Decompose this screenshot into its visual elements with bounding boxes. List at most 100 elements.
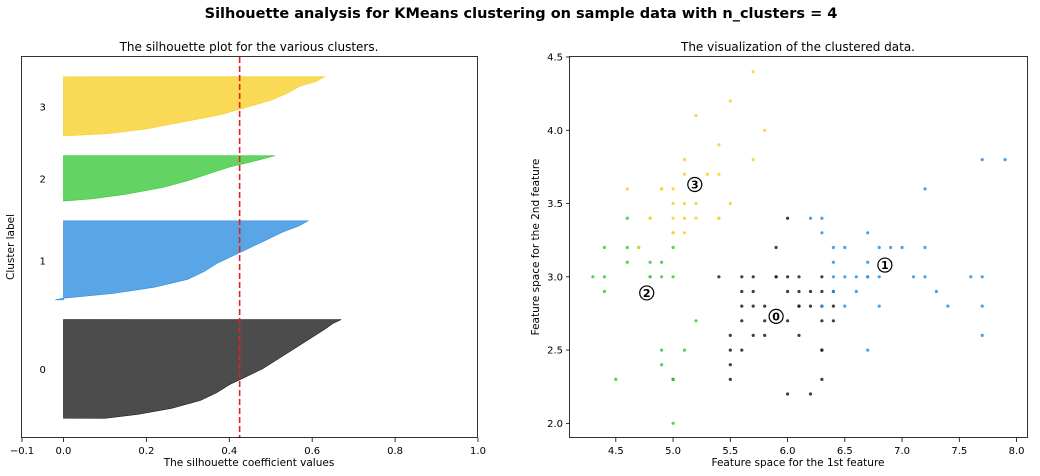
data-point-cluster-2 bbox=[602, 245, 607, 250]
data-point-cluster-1 bbox=[843, 245, 847, 250]
data-point-cluster-3 bbox=[671, 201, 675, 206]
data-point-cluster-0 bbox=[763, 304, 767, 308]
data-point-cluster-1 bbox=[820, 304, 824, 308]
data-point-cluster-0 bbox=[797, 333, 801, 337]
cluster-label-1: 1 bbox=[40, 256, 46, 267]
y-tick-label: 2.5 bbox=[547, 346, 563, 357]
data-point-cluster-0 bbox=[820, 289, 824, 294]
center-marker bbox=[639, 285, 655, 301]
data-point-cluster-2 bbox=[671, 421, 675, 425]
scatter-plot-frame bbox=[569, 56, 1028, 438]
data-point-cluster-1 bbox=[808, 216, 813, 220]
data-point-cluster-2 bbox=[591, 275, 595, 279]
scatter-points bbox=[591, 70, 1007, 425]
cluster-center-0: 0 bbox=[768, 308, 784, 324]
scatter-x-axis: 4.5 5.0 5.5 6.0 6.5 7.0 7.5 8.0 bbox=[608, 438, 1025, 457]
data-point-cluster-1 bbox=[843, 304, 847, 308]
x-tick-label: 0.4 bbox=[221, 446, 237, 457]
data-point-cluster-0 bbox=[728, 333, 732, 337]
data-point-cluster-3 bbox=[660, 187, 664, 191]
x-tick-label: 0.0 bbox=[56, 446, 72, 457]
data-point-cluster-0 bbox=[751, 333, 755, 337]
data-point-cluster-0 bbox=[774, 245, 778, 250]
data-point-cluster-3 bbox=[751, 70, 755, 74]
data-point-cluster-1 bbox=[923, 245, 927, 250]
x-tick-label: 8.0 bbox=[1009, 446, 1025, 457]
data-point-cluster-0 bbox=[808, 392, 813, 396]
data-point-cluster-1 bbox=[820, 216, 824, 220]
data-point-cluster-3 bbox=[671, 231, 675, 235]
data-point-cluster-2 bbox=[614, 377, 618, 381]
data-point-cluster-0 bbox=[797, 304, 801, 308]
y-tick-label: 3.5 bbox=[547, 199, 563, 210]
x-tick-label: 5.5 bbox=[722, 446, 738, 457]
center-marker bbox=[768, 308, 784, 324]
cluster-center-1: 1 bbox=[877, 257, 893, 273]
figure-suptitle: Silhouette analysis for KMeans clusterin… bbox=[205, 6, 838, 22]
data-point-cluster-3 bbox=[682, 158, 687, 162]
cluster-scatter-plot: The visualization of the clustered data.… bbox=[530, 40, 1028, 469]
data-point-cluster-1 bbox=[831, 275, 836, 279]
data-point-cluster-0 bbox=[740, 348, 744, 352]
data-point-cluster-1 bbox=[980, 275, 984, 279]
cluster-label-0: 0 bbox=[40, 365, 46, 376]
data-point-cluster-3 bbox=[648, 216, 652, 220]
data-point-cluster-0 bbox=[808, 304, 813, 308]
data-point-cluster-2 bbox=[660, 363, 664, 367]
data-point-cluster-1 bbox=[923, 187, 927, 191]
data-point-cluster-0 bbox=[820, 348, 824, 352]
center-label: 3 bbox=[691, 178, 699, 191]
data-point-cluster-1 bbox=[980, 158, 984, 162]
data-point-cluster-1 bbox=[934, 289, 939, 294]
data-point-cluster-2 bbox=[602, 275, 607, 279]
silhouette-cluster-1 bbox=[55, 220, 310, 301]
data-point-cluster-2 bbox=[671, 275, 675, 279]
data-point-cluster-3 bbox=[671, 187, 675, 191]
data-point-cluster-3 bbox=[682, 172, 687, 176]
y-tick-label: 3.0 bbox=[547, 272, 563, 283]
data-point-cluster-3 bbox=[717, 172, 721, 176]
silhouette-cluster-0 bbox=[63, 319, 342, 419]
data-point-cluster-0 bbox=[728, 348, 732, 352]
cluster-center-3: 3 bbox=[687, 176, 703, 193]
data-point-cluster-1 bbox=[854, 275, 858, 279]
data-point-cluster-2 bbox=[625, 245, 629, 250]
data-point-cluster-3 bbox=[728, 99, 732, 103]
scatter-x-axis-label: Feature space for the 1st feature bbox=[711, 457, 884, 469]
data-point-cluster-1 bbox=[866, 275, 870, 279]
data-point-cluster-1 bbox=[889, 245, 893, 250]
data-point-cluster-0 bbox=[786, 216, 790, 220]
x-tick-label: 4.5 bbox=[608, 446, 624, 457]
data-point-cluster-2 bbox=[660, 275, 664, 279]
x-tick-label: 1.0 bbox=[470, 446, 486, 457]
data-point-cluster-2 bbox=[648, 260, 652, 264]
x-tick-label: 0.2 bbox=[138, 446, 154, 457]
silhouette-cluster-3 bbox=[63, 76, 326, 137]
silhouette-x-axis: −0.1 0.0 0.2 0.4 0.6 0.8 1.0 bbox=[10, 438, 486, 457]
data-point-cluster-0 bbox=[763, 319, 767, 323]
data-point-cluster-2 bbox=[660, 260, 664, 264]
data-point-cluster-0 bbox=[751, 289, 755, 294]
data-point-cluster-2 bbox=[602, 289, 607, 294]
silhouette-plot-frame bbox=[21, 56, 478, 438]
center-marker bbox=[877, 257, 893, 273]
data-point-cluster-1 bbox=[877, 275, 881, 279]
cluster-labels: 0 1 2 3 bbox=[40, 102, 46, 376]
data-point-cluster-3 bbox=[694, 114, 698, 118]
data-point-cluster-2 bbox=[648, 275, 652, 279]
data-point-cluster-1 bbox=[843, 275, 847, 279]
data-point-cluster-2 bbox=[671, 245, 675, 250]
data-point-cluster-3 bbox=[717, 216, 721, 220]
data-point-cluster-1 bbox=[831, 245, 836, 250]
data-point-cluster-0 bbox=[751, 275, 755, 279]
data-point-cluster-3 bbox=[763, 128, 767, 132]
data-point-cluster-1 bbox=[980, 304, 984, 308]
data-point-cluster-3 bbox=[694, 201, 698, 206]
center-label: 0 bbox=[772, 310, 780, 323]
data-point-cluster-1 bbox=[1003, 158, 1007, 162]
cluster-label-3: 3 bbox=[40, 102, 46, 113]
data-point-cluster-1 bbox=[969, 275, 973, 279]
x-tick-label: 6.5 bbox=[837, 446, 853, 457]
data-point-cluster-0 bbox=[728, 363, 732, 367]
silhouette-x-axis-label: The silhouette coefficient values bbox=[163, 457, 335, 469]
